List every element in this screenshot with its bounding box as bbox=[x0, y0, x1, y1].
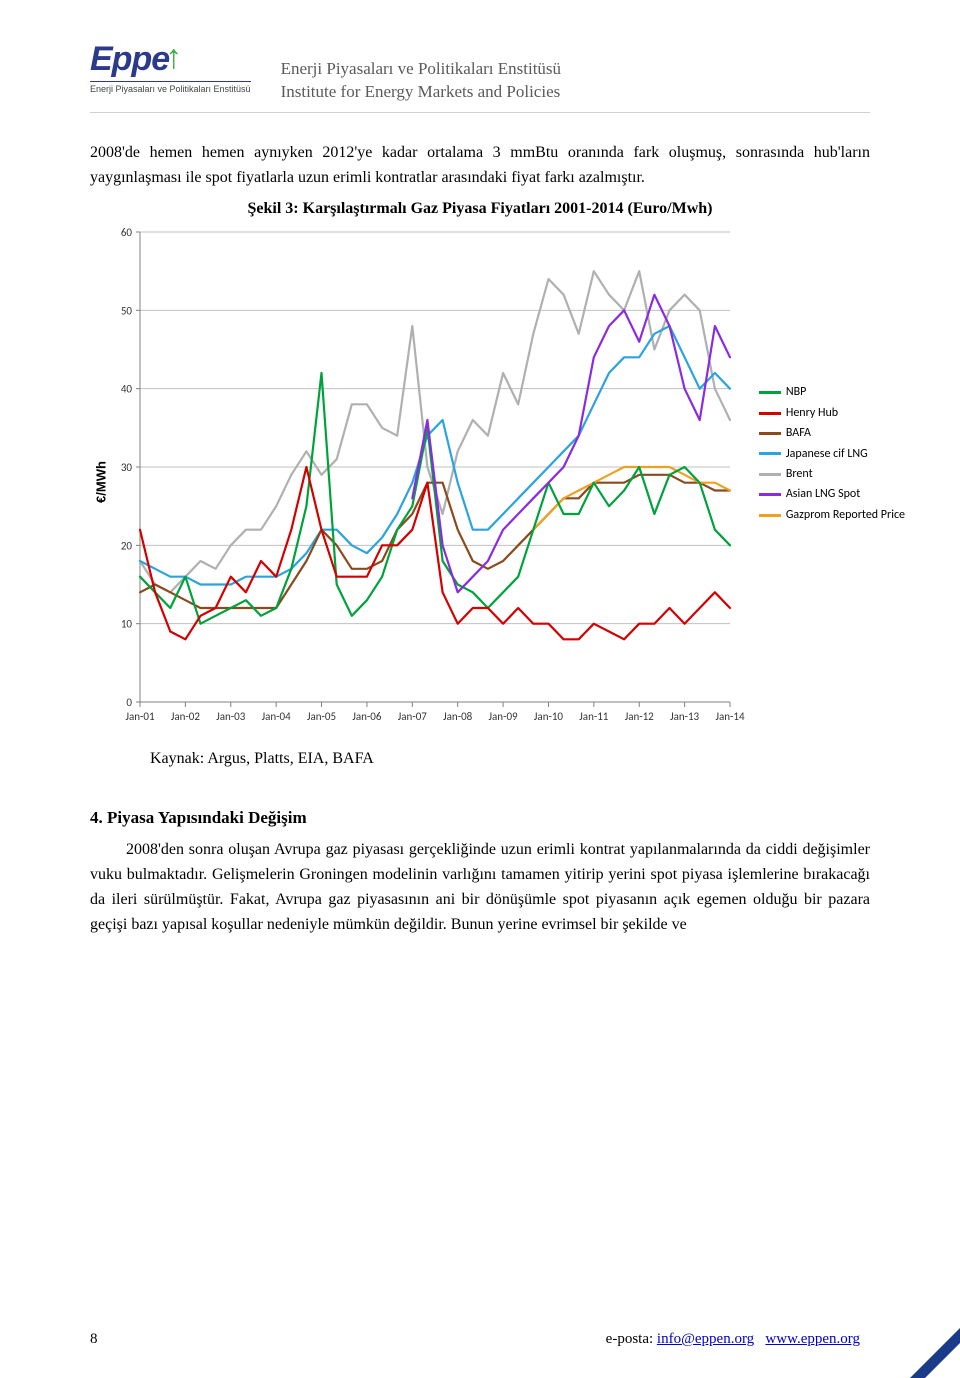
chart-y-axis-label: €/MWh bbox=[93, 462, 108, 504]
svg-text:Jan-04: Jan-04 bbox=[262, 710, 291, 723]
legend-label: NBP bbox=[786, 382, 806, 402]
page-header: Eppe ↑ Enerji Piyasaları ve Politikaları… bbox=[90, 40, 870, 113]
legend-item: Gazprom Reported Price bbox=[759, 505, 905, 525]
legend-item: Henry Hub bbox=[759, 403, 905, 423]
section-4-heading: 4. Piyasa Yapısındaki Değişim bbox=[90, 808, 870, 828]
legend-swatch-icon bbox=[759, 391, 781, 394]
legend-label: Brent bbox=[786, 464, 813, 484]
svg-text:Jan-11: Jan-11 bbox=[579, 710, 608, 723]
legend-swatch-icon bbox=[759, 452, 781, 455]
header-titles: Enerji Piyasaları ve Politikaları Enstit… bbox=[281, 40, 561, 104]
chart-legend: NBPHenry HubBAFAJapanese cif LNGBrentAsi… bbox=[759, 382, 905, 525]
corner-decoration-icon bbox=[910, 1328, 960, 1378]
svg-text:0: 0 bbox=[126, 696, 132, 709]
svg-text:20: 20 bbox=[121, 540, 133, 553]
legend-item: Brent bbox=[759, 464, 905, 484]
legend-item: Asian LNG Spot bbox=[759, 484, 905, 504]
svg-text:Jan-07: Jan-07 bbox=[398, 710, 427, 723]
footer-email-link[interactable]: info@eppen.org bbox=[657, 1331, 754, 1347]
legend-swatch-icon bbox=[759, 432, 781, 435]
logo-arrow-icon: ↑ bbox=[165, 38, 181, 77]
svg-text:Jan-05: Jan-05 bbox=[307, 710, 336, 723]
svg-text:Jan-03: Jan-03 bbox=[216, 710, 245, 723]
header-title-en: Institute for Energy Markets and Policie… bbox=[281, 81, 561, 104]
footer-contact: e-posta: info@eppen.org www.eppen.org bbox=[606, 1331, 860, 1348]
legend-swatch-icon bbox=[759, 473, 781, 476]
svg-text:10: 10 bbox=[121, 618, 133, 631]
svg-text:60: 60 bbox=[121, 226, 133, 239]
svg-text:40: 40 bbox=[121, 383, 133, 396]
chart-source: Kaynak: Argus, Platts, EIA, BAFA bbox=[150, 750, 870, 768]
svg-text:Jan-06: Jan-06 bbox=[352, 710, 381, 723]
legend-label: Gazprom Reported Price bbox=[786, 505, 905, 525]
logo-block: Eppe ↑ Enerji Piyasaları ve Politikaları… bbox=[90, 40, 251, 94]
logo-text: Eppe ↑ bbox=[90, 40, 181, 79]
svg-text:Jan-09: Jan-09 bbox=[489, 710, 518, 723]
legend-item: NBP bbox=[759, 382, 905, 402]
chart-title: Şekil 3: Karşılaştırmalı Gaz Piyasa Fiya… bbox=[90, 200, 870, 218]
intro-paragraph: 2008'de hemen hemen aynıyken 2012'ye kad… bbox=[90, 141, 870, 191]
page-footer: 8 e-posta: info@eppen.org www.eppen.org bbox=[90, 1330, 900, 1348]
svg-text:Jan-13: Jan-13 bbox=[670, 710, 699, 723]
svg-text:Jan-08: Jan-08 bbox=[443, 710, 472, 723]
legend-swatch-icon bbox=[759, 412, 781, 415]
legend-item: BAFA bbox=[759, 423, 905, 443]
legend-label: Japanese cif LNG bbox=[786, 444, 868, 464]
svg-text:Jan-02: Jan-02 bbox=[171, 710, 200, 723]
svg-text:Jan-10: Jan-10 bbox=[534, 710, 563, 723]
legend-label: Asian LNG Spot bbox=[786, 484, 860, 504]
footer-email-label: e-posta: bbox=[606, 1331, 653, 1347]
footer-site-link[interactable]: www.eppen.org bbox=[765, 1331, 860, 1347]
logo-word: Eppe bbox=[90, 40, 169, 79]
svg-text:30: 30 bbox=[121, 461, 133, 474]
chart-container: €/MWh 0 10 20 30 40 50 60 Jan-01 Jan-02 Jan-03 Jan… bbox=[90, 222, 870, 742]
legend-swatch-icon bbox=[759, 493, 781, 496]
section-4-paragraph: 2008'den sonra oluşan Avrupa gaz piyasas… bbox=[90, 838, 870, 937]
svg-text:Jan-01: Jan-01 bbox=[125, 710, 154, 723]
legend-label: BAFA bbox=[786, 423, 811, 443]
svg-text:Jan-14: Jan-14 bbox=[715, 710, 744, 723]
header-title-tr: Enerji Piyasaları ve Politikaları Enstit… bbox=[281, 58, 561, 81]
logo-subtitle: Enerji Piyasaları ve Politikaları Enstit… bbox=[90, 81, 251, 94]
page-number: 8 bbox=[90, 1331, 98, 1347]
chart-svg: 0 10 20 30 40 50 60 Jan-01 Jan-02 Jan-03 Jan-04 Jan… bbox=[90, 222, 870, 742]
svg-text:Jan-12: Jan-12 bbox=[625, 710, 654, 723]
legend-item: Japanese cif LNG bbox=[759, 444, 905, 464]
svg-text:50: 50 bbox=[121, 305, 133, 318]
legend-label: Henry Hub bbox=[786, 403, 838, 423]
legend-swatch-icon bbox=[759, 514, 781, 517]
